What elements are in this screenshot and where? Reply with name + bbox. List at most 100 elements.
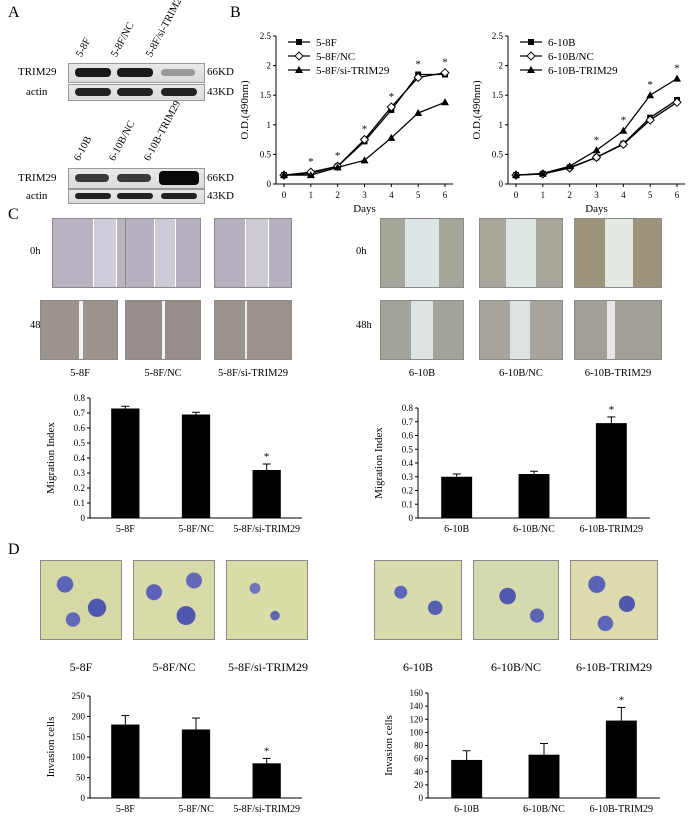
bar xyxy=(111,724,140,798)
significance-star: * xyxy=(264,745,270,757)
y-tick-label: 1.5 xyxy=(260,90,272,100)
x-tick-label: 5-8F xyxy=(116,524,135,535)
wound-image xyxy=(40,300,118,360)
blot1-col-label: 5-8F/NC xyxy=(109,20,137,59)
y-tick-label: 2.5 xyxy=(492,31,504,41)
y-tick-label: 0.3 xyxy=(74,468,86,478)
band xyxy=(161,193,197,199)
band xyxy=(75,68,111,77)
significance-star: * xyxy=(609,404,615,416)
data-point xyxy=(618,139,629,150)
band xyxy=(117,88,153,96)
y-tick-label: 0 xyxy=(267,179,272,189)
panel-b-letter: B xyxy=(230,4,241,21)
invasion-image xyxy=(570,560,658,640)
x-tick-label: 3 xyxy=(362,190,367,200)
x-tick-label: 5-8F/si-TRIM29 xyxy=(233,804,300,815)
wound-image xyxy=(214,300,292,360)
wound-caption: 5-8F xyxy=(70,368,90,379)
invasion-caption: 5-8F/NC xyxy=(152,660,196,674)
blot1-actin-strip xyxy=(68,84,205,101)
band xyxy=(159,171,199,185)
y-tick-label: 0 xyxy=(499,179,504,189)
legend-marker xyxy=(295,66,303,73)
x-tick-label: 6-10B-TRIM29 xyxy=(590,804,653,815)
invasion-caption: 6-10B/NC xyxy=(490,660,541,674)
growth-chart-6-10B: 0 0.5 1 1.5 2 2.5 0 1 2 3 4 5 6 Days O.D.(490nm) 6-10B 6… xyxy=(471,31,685,215)
bar xyxy=(181,729,211,798)
legend-label: 5-8F xyxy=(316,37,337,49)
y-tick-label: 0 xyxy=(81,513,86,523)
blot2-row-label: TRIM29 xyxy=(18,172,57,184)
y-tick-label: 0.2 xyxy=(74,483,85,493)
wound-image xyxy=(574,300,662,360)
blot2-size-label: 66KD xyxy=(207,172,234,184)
y-tick-label: 0.4 xyxy=(402,458,414,468)
data-point xyxy=(645,115,655,125)
wound-image xyxy=(380,218,464,288)
significance-star: * xyxy=(264,451,270,463)
significance-star: * xyxy=(594,134,600,146)
time-label: 0h xyxy=(356,246,367,257)
invasion-image xyxy=(473,560,559,640)
x-tick-label: 6-10B xyxy=(444,524,469,535)
data-point xyxy=(413,72,423,83)
x-tick-label: 3 xyxy=(594,190,599,200)
y-tick-label: 0.8 xyxy=(402,403,414,413)
data-point xyxy=(441,98,449,106)
legend-label: 6-10B-TRIM29 xyxy=(548,65,618,77)
invasion-chart-6-10B: 0 20 40 60 80 100 120 140 160 Invasion cells 6-10B… xyxy=(383,688,660,815)
invasion-caption: 5-8F xyxy=(69,660,93,674)
y-tick-label: 0.6 xyxy=(74,423,86,433)
bar xyxy=(528,754,560,798)
blot2-col-label: 6-10B/NC xyxy=(107,119,138,163)
legend-marker xyxy=(527,66,535,73)
time-label: 0h xyxy=(30,246,41,257)
x-tick-label: 6-10B/NC xyxy=(513,524,555,535)
band xyxy=(75,88,111,96)
y-tick-label: 0 xyxy=(419,793,424,803)
band xyxy=(117,68,153,77)
x-tick-label: 2 xyxy=(335,190,340,200)
wound-image xyxy=(214,218,292,288)
data-point xyxy=(386,102,397,112)
blot2-trim29-strip xyxy=(68,168,205,189)
bar xyxy=(252,763,281,798)
y-tick-label: 1.5 xyxy=(492,90,504,100)
y-tick-label: 2.5 xyxy=(260,31,272,41)
y-tick-label: 0 xyxy=(81,793,86,803)
x-tick-label: 2 xyxy=(567,190,572,200)
x-tick-label: 6-10B-TRIM29 xyxy=(580,524,643,535)
data-point xyxy=(512,171,520,179)
x-tick-label: 6-10B/NC xyxy=(523,804,565,815)
x-tick-label: 1 xyxy=(309,190,314,200)
wound-image xyxy=(125,218,201,288)
invasion-image xyxy=(226,560,308,640)
y-tick-label: 0.7 xyxy=(402,417,414,427)
legend-marker xyxy=(294,51,304,61)
invasion-caption: 5-8F/si-TRIM29 xyxy=(227,660,308,674)
blot1-col-label: 5-8F/si-TRIM29 xyxy=(144,0,187,59)
y-tick-label: 0.7 xyxy=(74,408,86,418)
y-tick-label: 50 xyxy=(76,773,86,783)
data-point xyxy=(673,74,681,82)
y-tick-label: 0.3 xyxy=(402,472,414,482)
legend-marker xyxy=(526,51,536,61)
significance-star: * xyxy=(674,63,680,75)
x-axis-title: Days xyxy=(585,203,608,215)
significance-star: * xyxy=(619,694,625,706)
y-tick-label: 1 xyxy=(499,120,504,130)
y-tick-label: 0.1 xyxy=(74,498,85,508)
y-axis-title: Invasion cells xyxy=(45,717,57,778)
data-point xyxy=(591,152,602,163)
x-tick-label: 5-8F/NC xyxy=(178,804,214,815)
y-tick-label: 0.5 xyxy=(74,438,86,448)
data-point xyxy=(565,162,574,170)
panel-d-letter: D xyxy=(8,541,20,558)
legend-marker xyxy=(528,39,534,45)
time-label: 48h xyxy=(356,320,372,331)
y-tick-label: 0.1 xyxy=(402,499,413,509)
blot2-col-label: 6-10B-TRIM29 xyxy=(142,99,184,163)
y-tick-label: 150 xyxy=(72,732,86,742)
y-axis-title: Invasion cells xyxy=(383,715,395,776)
